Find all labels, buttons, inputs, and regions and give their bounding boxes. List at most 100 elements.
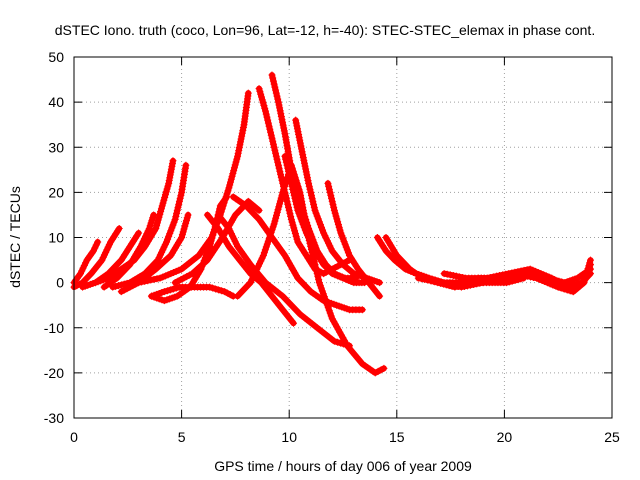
data-point (291, 194, 299, 202)
data-point (445, 281, 453, 289)
data-point (282, 158, 290, 166)
data-point (260, 249, 268, 257)
data-point (239, 126, 247, 134)
data-point (279, 182, 287, 190)
data-point (307, 191, 315, 199)
data-point (273, 155, 281, 163)
data-point (427, 277, 435, 285)
plot-series (70, 71, 594, 377)
data-point (171, 215, 179, 223)
data-point (584, 267, 592, 275)
data-point (328, 197, 336, 205)
data-point (326, 188, 334, 196)
data-point (147, 276, 155, 284)
data-point (502, 272, 510, 280)
data-point (288, 182, 296, 190)
data-point (292, 119, 300, 127)
data-point (281, 188, 289, 196)
data-point (284, 167, 292, 175)
data-point (286, 209, 294, 217)
data-point (523, 272, 531, 280)
data-point (270, 80, 278, 88)
data-point (454, 282, 462, 290)
data-point (328, 194, 336, 202)
data-point (227, 175, 235, 183)
data-point (272, 149, 280, 157)
data-point (115, 224, 123, 232)
data-point (460, 282, 468, 290)
x-tick-label: 25 (604, 429, 620, 445)
data-point (219, 202, 227, 210)
data-point (530, 273, 538, 281)
data-point (269, 137, 277, 145)
data-point (276, 200, 284, 208)
data-point (300, 156, 308, 164)
data-point (371, 369, 379, 377)
data-point (206, 283, 214, 291)
data-point (236, 138, 244, 146)
data-point (174, 277, 182, 285)
data-point (276, 197, 284, 205)
data-point (89, 247, 97, 255)
data-point (209, 284, 217, 292)
data-point (282, 155, 290, 163)
data-point (280, 124, 288, 132)
data-point (272, 86, 280, 94)
data-point (120, 280, 128, 288)
data-point (73, 282, 81, 290)
chart-title: dSTEC Iono. truth (coco, Lon=96, Lat=-12… (55, 22, 595, 38)
data-point (377, 366, 385, 374)
data-point (185, 271, 193, 279)
series-6 (109, 161, 190, 291)
data-point (150, 211, 158, 219)
data-point (274, 206, 282, 214)
data-point (270, 143, 278, 151)
plot-frame (73, 56, 613, 419)
data-point (278, 176, 286, 184)
data-point (126, 283, 134, 291)
data-point (376, 292, 384, 300)
data-point (440, 270, 448, 278)
data-point (563, 286, 571, 294)
data-point (551, 276, 559, 284)
data-point (484, 275, 492, 283)
data-point (511, 270, 519, 278)
y-tick-label: -20 (44, 365, 64, 381)
data-point (520, 272, 528, 280)
data-point (448, 281, 456, 289)
data-point (228, 172, 236, 180)
y-tick-label: 30 (48, 139, 64, 155)
data-point (284, 203, 292, 211)
data-point (237, 135, 245, 143)
data-point (262, 107, 270, 115)
data-point (135, 229, 143, 237)
series-trace (215, 211, 353, 349)
data-point (553, 277, 561, 285)
data-point (424, 276, 432, 284)
data-point (114, 282, 122, 290)
data-point (274, 158, 282, 166)
data-point (296, 136, 304, 144)
data-point (226, 181, 234, 189)
data-point (325, 185, 333, 193)
data-point (169, 285, 177, 293)
data-point (285, 170, 293, 178)
data-point (169, 157, 177, 165)
data-point (272, 211, 280, 219)
data-point (292, 197, 300, 205)
data-point (560, 285, 568, 293)
data-point (481, 276, 489, 284)
data-point (286, 173, 294, 181)
data-point (282, 191, 290, 199)
data-point (314, 273, 322, 281)
data-point (293, 203, 301, 211)
data-point (517, 271, 525, 279)
data-point (306, 185, 314, 193)
data-point (292, 200, 300, 208)
data-point (308, 194, 316, 202)
data-point (277, 170, 285, 178)
data-point (176, 194, 184, 202)
data-point (180, 274, 188, 282)
